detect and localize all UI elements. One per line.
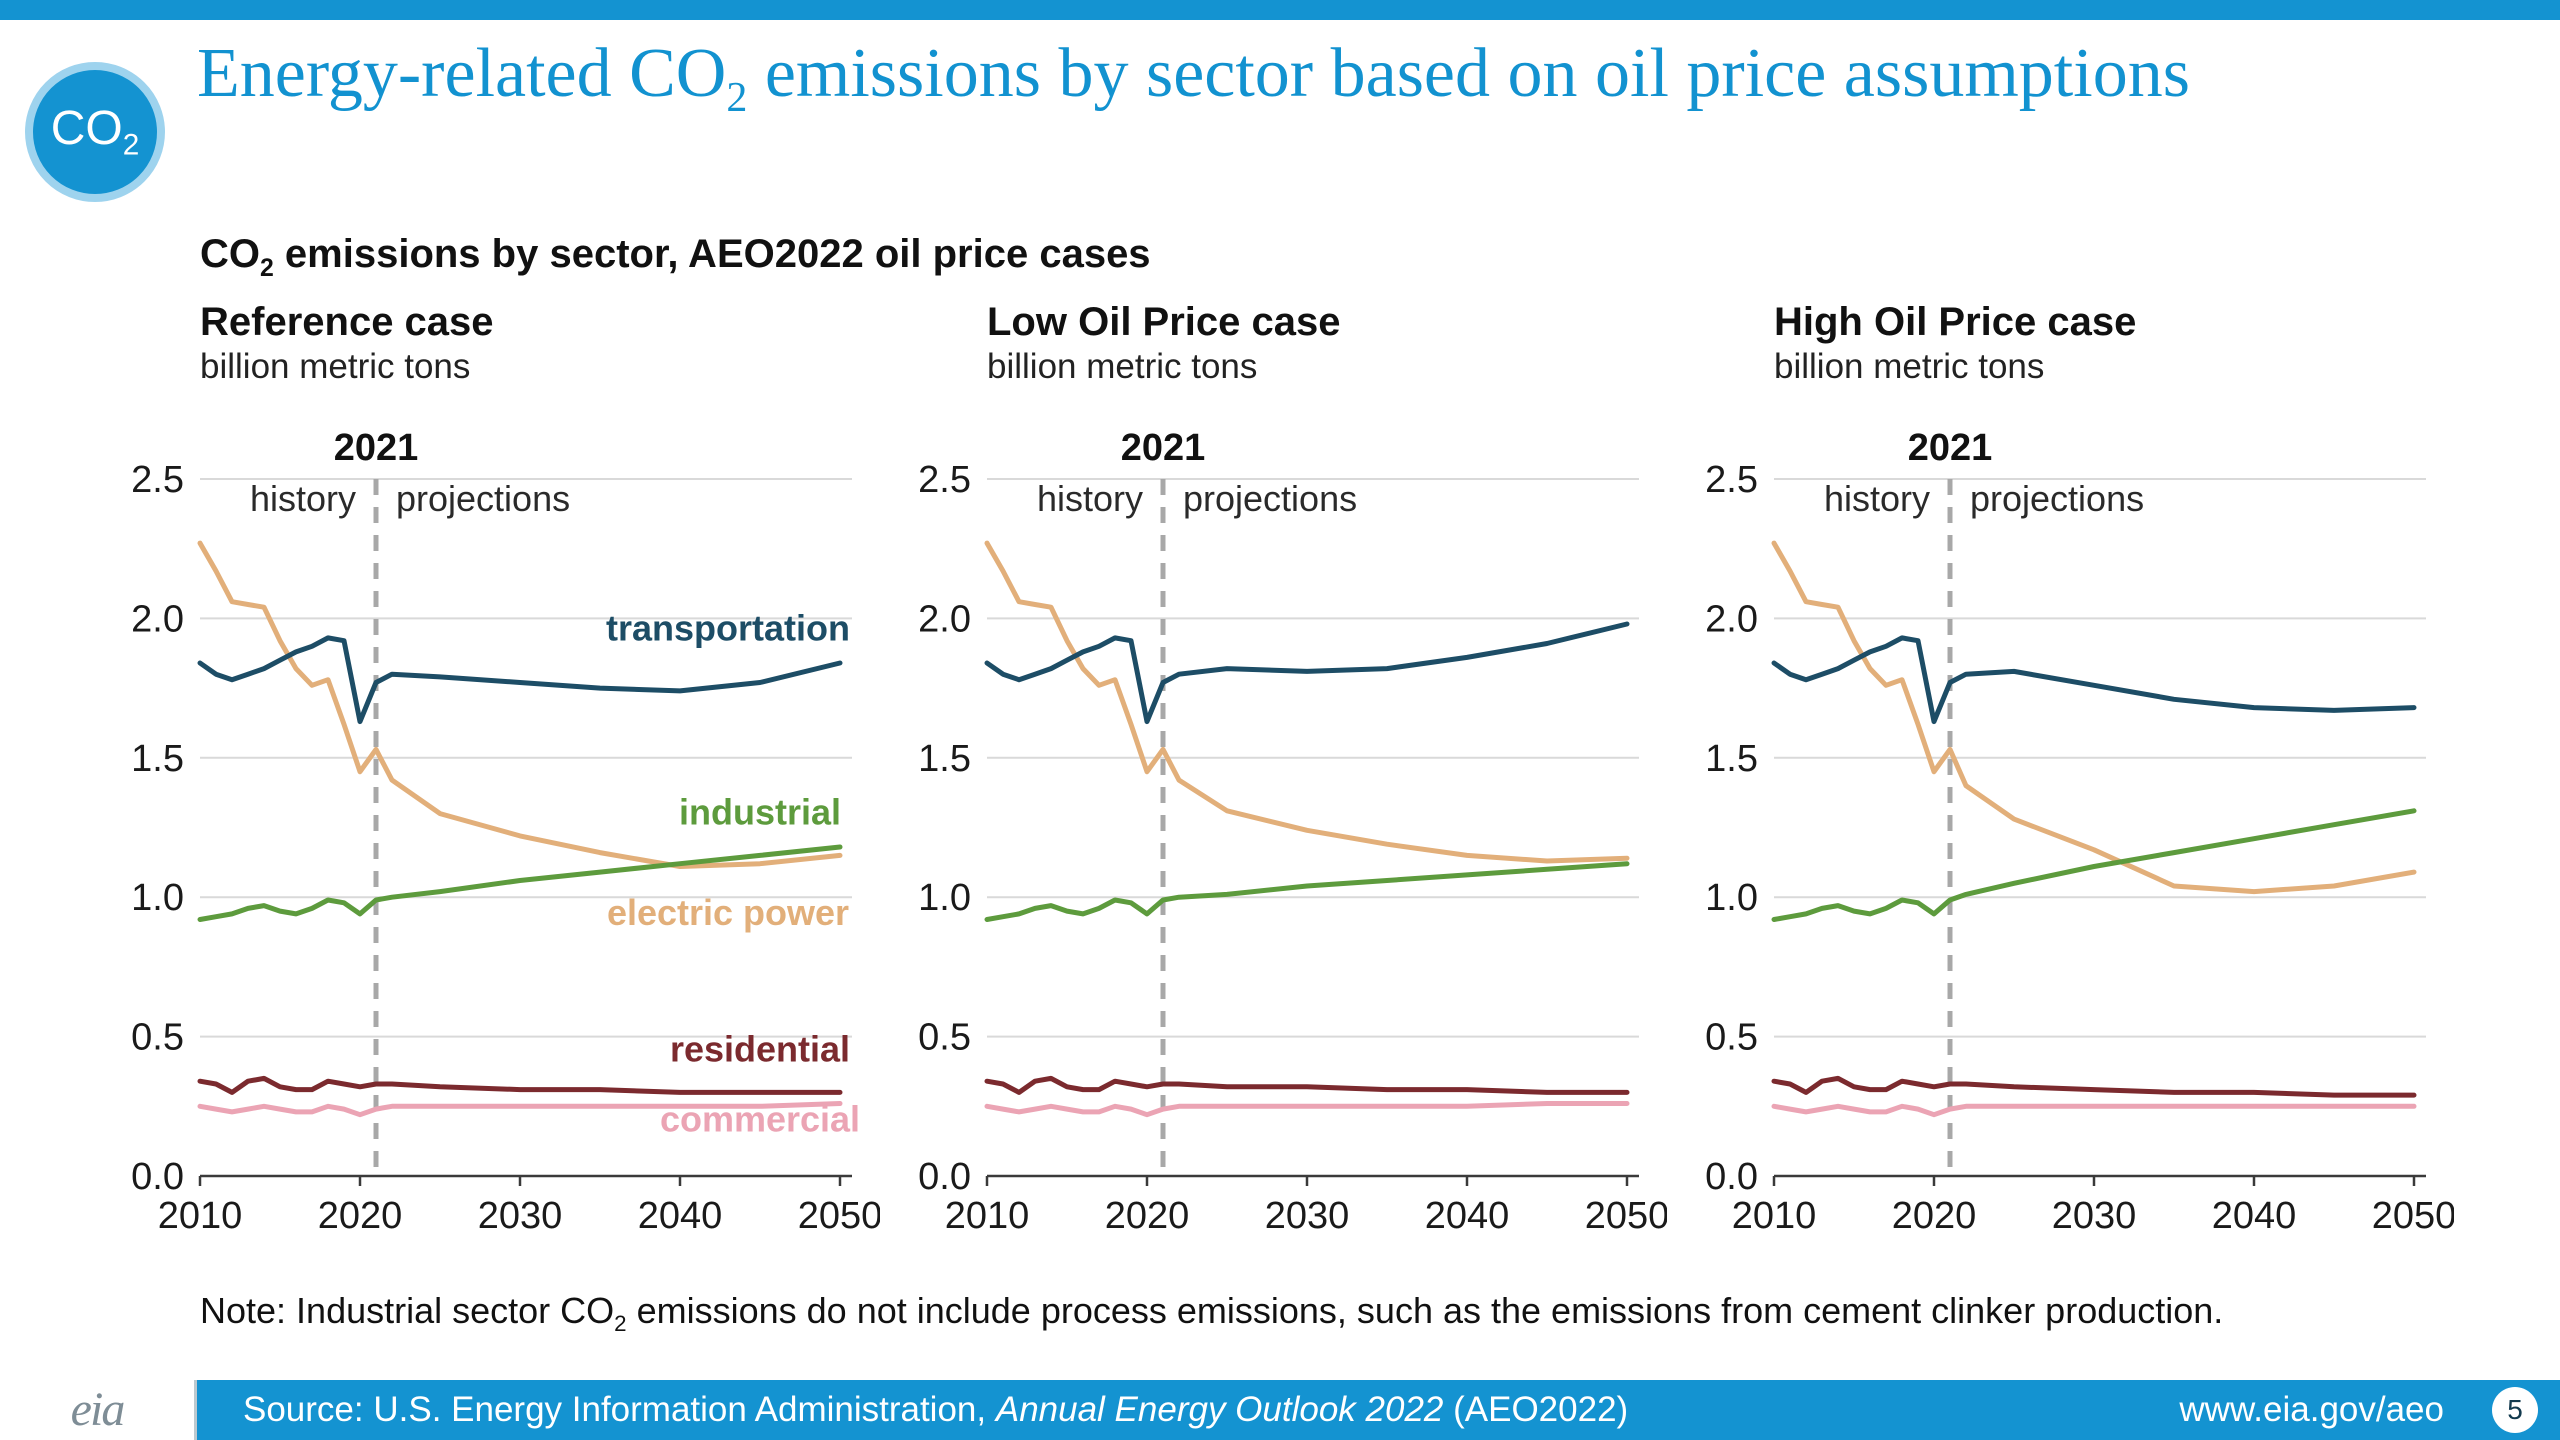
x-tick-label: 2030 xyxy=(2052,1195,2137,1237)
x-tick-label: 2020 xyxy=(1105,1195,1190,1237)
source-text: Source: U.S. Energy Information Administ… xyxy=(243,1390,1629,1429)
series-line-transportation xyxy=(197,634,843,724)
y-tick-label: 0.5 xyxy=(918,1016,971,1058)
x-tick-label: 2030 xyxy=(478,1195,563,1237)
history-label: history xyxy=(1824,478,1930,519)
top-accent-bar xyxy=(0,0,2560,20)
x-tick-label: 2040 xyxy=(1425,1195,1510,1237)
projections-label: projections xyxy=(1183,478,1357,519)
series-label-commercial: commercial xyxy=(660,1098,860,1139)
y-tick-label: 1.0 xyxy=(918,877,971,919)
x-tick-label: 2010 xyxy=(158,1195,243,1237)
footer-bar: Source: U.S. Energy Information Administ… xyxy=(197,1380,2560,1440)
series-label-transportation: transportation xyxy=(606,607,850,648)
y-tick-label: 1.5 xyxy=(918,737,971,779)
page-number-badge: 5 xyxy=(2492,1387,2538,1433)
chart-units-label: billion metric tons xyxy=(987,347,1258,386)
y-tick-label: 1.0 xyxy=(131,877,184,919)
series-line-transportation xyxy=(984,621,1630,724)
series-line-commercial xyxy=(1771,1103,2417,1117)
series-line-residential xyxy=(1771,1075,2417,1098)
projections-label: projections xyxy=(396,478,570,519)
y-tick-label: 0.0 xyxy=(1705,1156,1758,1198)
series-label-electric-power: electric power xyxy=(607,892,849,933)
x-tick-label: 2020 xyxy=(318,1195,403,1237)
series-line-industrial xyxy=(1771,807,2417,922)
series-line-residential xyxy=(984,1075,1630,1095)
chart-title-high-oil-price: High Oil Price case xyxy=(1774,300,2137,344)
y-tick-label: 1.5 xyxy=(1705,737,1758,779)
x-tick-label: 2010 xyxy=(945,1195,1030,1237)
x-tick-label: 2020 xyxy=(1892,1195,1977,1237)
charts-row: Reference case billion metric tons 2010 2… xyxy=(105,300,2454,1249)
page-title: Energy-related CO2 emissions by sector b… xyxy=(197,35,2190,121)
chart-units-label: billion metric tons xyxy=(1774,347,2045,386)
series-line-electric-power xyxy=(1771,540,2417,894)
footer-url[interactable]: www.eia.gov/aeo xyxy=(2179,1390,2444,1429)
chart-panel-high-oil-price: High Oil Price case billion metric tons … xyxy=(1679,300,2454,1249)
x-tick-label: 2050 xyxy=(1585,1195,1667,1237)
y-tick-label: 1.5 xyxy=(131,737,184,779)
y-tick-label: 2.0 xyxy=(1705,598,1758,640)
line-chart-high-oil-price: 2010 2020 2030 2040 2050 0.0 0.5 1.0 1.5 2.0 2.5 20… xyxy=(1705,427,2454,1237)
history-label: history xyxy=(250,478,356,519)
y-tick-label: 2.0 xyxy=(131,598,184,640)
y-tick-label: 0.0 xyxy=(918,1156,971,1198)
footer: eia Source: U.S. Energy Information Admi… xyxy=(0,1380,2560,1440)
series-line-electric-power xyxy=(984,540,1630,863)
divider-year-label: 2021 xyxy=(334,427,419,469)
footer-right: www.eia.gov/aeo 5 xyxy=(2179,1387,2538,1433)
x-tick-label: 2030 xyxy=(1265,1195,1350,1237)
chart-title-low-oil-price: Low Oil Price case xyxy=(987,300,1341,344)
y-tick-label: 2.0 xyxy=(918,598,971,640)
chart-units-label: billion metric tons xyxy=(200,347,471,386)
y-tick-label: 0.5 xyxy=(131,1016,184,1058)
eia-logo-text: eia xyxy=(70,1383,126,1436)
y-tick-label: 2.5 xyxy=(131,459,184,501)
y-tick-label: 1.0 xyxy=(1705,877,1758,919)
series-line-transportation xyxy=(1771,634,2417,724)
series-label-residential: residential xyxy=(670,1028,850,1069)
chart-group-subtitle: CO2 emissions by sector, AEO2022 oil pri… xyxy=(200,232,1151,282)
y-tick-label: 0.5 xyxy=(1705,1016,1758,1058)
history-label: history xyxy=(1037,478,1143,519)
chart-panel-low-oil-price: Low Oil Price case billion metric tons 2… xyxy=(892,300,1667,1249)
series-line-industrial xyxy=(197,844,843,922)
chart-title-reference: Reference case xyxy=(200,300,494,344)
x-tick-label: 2040 xyxy=(2212,1195,2297,1237)
chart-panel-reference: Reference case billion metric tons 2010 2… xyxy=(105,300,880,1249)
line-chart-reference: 2010 2020 2030 2040 2050 0.0 0.5 1.0 1.5 2.0 2.5 20… xyxy=(131,427,880,1237)
y-tick-label: 2.5 xyxy=(918,459,971,501)
series-label-industrial: industrial xyxy=(679,791,841,832)
co2-badge: CO2 xyxy=(25,62,165,202)
x-tick-label: 2050 xyxy=(798,1195,880,1237)
series-line-commercial xyxy=(197,1100,843,1117)
x-tick-label: 2040 xyxy=(638,1195,723,1237)
divider-year-label: 2021 xyxy=(1121,427,1206,469)
x-tick-label: 2050 xyxy=(2372,1195,2454,1237)
x-tick-label: 2010 xyxy=(1732,1195,1817,1237)
series-line-industrial xyxy=(984,860,1630,922)
divider-year-label: 2021 xyxy=(1908,427,1993,469)
series-line-commercial xyxy=(984,1100,1630,1117)
series-line-residential xyxy=(197,1075,843,1095)
projections-label: projections xyxy=(1970,478,2144,519)
y-tick-label: 2.5 xyxy=(1705,459,1758,501)
eia-logo: eia xyxy=(0,1380,197,1440)
footnote: Note: Industrial sector CO2 emissions do… xyxy=(200,1290,2224,1337)
line-chart-low-oil-price: 2010 2020 2030 2040 2050 0.0 0.5 1.0 1.5 2.0 2.5 20… xyxy=(918,427,1667,1237)
y-tick-label: 0.0 xyxy=(131,1156,184,1198)
series-line-electric-power xyxy=(197,540,843,869)
co2-badge-label: CO2 xyxy=(50,102,140,162)
